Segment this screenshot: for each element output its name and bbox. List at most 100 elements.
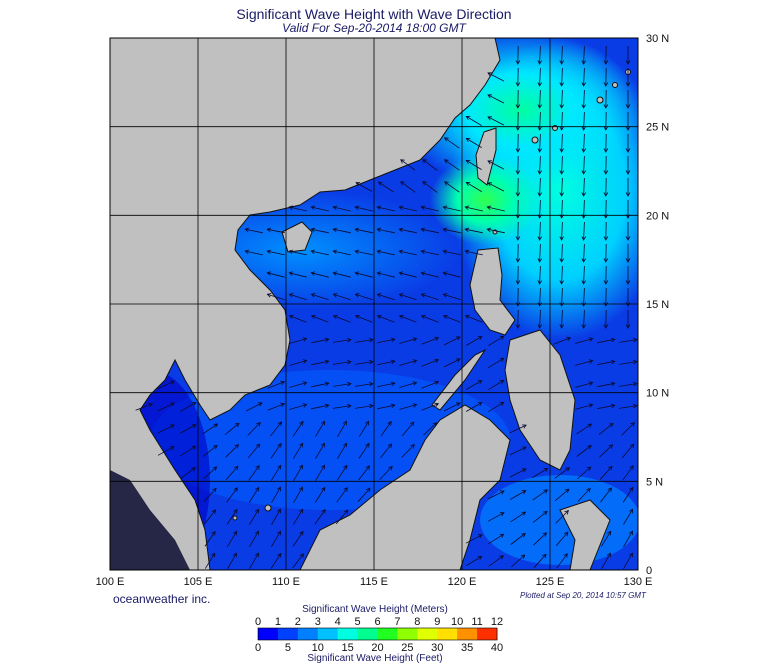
direction-arrow bbox=[537, 67, 543, 87]
direction-arrow bbox=[556, 553, 568, 569]
direction-arrow bbox=[554, 467, 570, 479]
direction-arrow bbox=[559, 199, 564, 219]
direction-arrow bbox=[315, 420, 326, 437]
legend-feet-title: Significant Wave Height (Feet) bbox=[307, 653, 443, 664]
direction-arrow bbox=[581, 243, 587, 263]
direction-arrow bbox=[581, 155, 587, 175]
lon-tick-label: 100 E bbox=[96, 576, 125, 588]
direction-arrow bbox=[135, 402, 154, 411]
direction-arrow bbox=[625, 266, 631, 285]
direction-arrow bbox=[421, 358, 440, 367]
direction-arrow bbox=[310, 314, 329, 323]
island bbox=[531, 136, 539, 144]
direction-arrow bbox=[603, 67, 609, 87]
meters-tick-label: 8 bbox=[414, 616, 420, 628]
direction-arrow bbox=[554, 488, 570, 502]
direction-arrow bbox=[204, 552, 216, 569]
direction-arrow bbox=[603, 265, 609, 285]
direction-arrow bbox=[420, 205, 439, 212]
direction-arrow bbox=[559, 177, 564, 197]
direction-arrow bbox=[625, 310, 631, 329]
direction-arrow bbox=[443, 159, 460, 171]
graticule bbox=[110, 38, 638, 570]
land-sulawesi bbox=[559, 499, 611, 570]
direction-arrow bbox=[603, 133, 609, 153]
lat-tick-label: 15 N bbox=[646, 299, 669, 311]
direction-arrow bbox=[335, 509, 349, 525]
direction-arrow bbox=[443, 358, 461, 368]
direction-arrow bbox=[377, 181, 394, 193]
direction-arrow bbox=[537, 155, 543, 175]
direction-arrow bbox=[376, 205, 395, 212]
direction-arrow bbox=[537, 45, 543, 65]
direction-arrow bbox=[599, 444, 614, 458]
direction-arrow bbox=[515, 45, 521, 65]
lat-tick-label: 10 N bbox=[646, 388, 669, 400]
direction-arrow bbox=[288, 314, 307, 323]
direction-arrow bbox=[248, 486, 260, 503]
island bbox=[596, 96, 604, 104]
direction-arrow bbox=[443, 402, 461, 412]
direction-arrow bbox=[249, 508, 260, 525]
lat-tick-label: 0 bbox=[646, 565, 652, 577]
direction-arrow bbox=[248, 465, 260, 481]
direction-arrow bbox=[537, 133, 543, 153]
direction-arrow bbox=[354, 293, 373, 301]
feet-tick-label: 35 bbox=[461, 642, 473, 654]
direction-arrow bbox=[619, 403, 638, 409]
direction-arrow bbox=[581, 89, 587, 109]
direction-arrow bbox=[292, 508, 304, 525]
direction-arrow bbox=[157, 424, 175, 434]
direction-arrow bbox=[559, 265, 564, 285]
direction-arrow bbox=[465, 115, 482, 126]
direction-arrow bbox=[311, 381, 330, 388]
direction-arrow bbox=[487, 94, 505, 104]
direction-arrow bbox=[625, 244, 631, 263]
colorbar-segment bbox=[477, 628, 498, 640]
direction-arrow bbox=[603, 177, 609, 197]
direction-arrow bbox=[442, 271, 461, 278]
direction-arrow bbox=[266, 293, 285, 301]
colorbar-frame bbox=[257, 627, 498, 641]
land-mainland bbox=[110, 38, 501, 570]
direction-arrow bbox=[357, 487, 371, 502]
direction-arrow bbox=[575, 337, 594, 344]
direction-arrow bbox=[289, 359, 308, 366]
direction-arrow bbox=[559, 287, 564, 307]
direction-arrow bbox=[515, 67, 521, 87]
lon-tick-label: 130 E bbox=[624, 576, 653, 588]
direction-arrow bbox=[442, 293, 461, 301]
direction-arrow bbox=[581, 221, 587, 241]
direction-arrow bbox=[488, 555, 504, 567]
direction-arrow bbox=[204, 509, 217, 525]
direction-arrow bbox=[332, 227, 351, 234]
direction-arrow bbox=[600, 530, 612, 547]
lat-tick-label: 25 N bbox=[646, 122, 669, 134]
credit-text: oceanweather inc. bbox=[113, 592, 211, 606]
direction-arrow bbox=[488, 357, 505, 369]
direction-arrow bbox=[442, 249, 461, 256]
direction-arrow bbox=[515, 155, 521, 175]
direction-arrow bbox=[354, 249, 373, 256]
direction-arrow bbox=[333, 403, 352, 409]
direction-arrow bbox=[581, 265, 587, 285]
direction-arrow bbox=[559, 243, 564, 263]
meters-tick-label: 12 bbox=[491, 616, 503, 628]
direction-arrow bbox=[603, 199, 609, 219]
direction-arrow bbox=[559, 111, 564, 131]
direction-arrow bbox=[621, 421, 636, 436]
direction-arrow bbox=[442, 205, 461, 212]
direction-arrow bbox=[271, 486, 281, 503]
direction-arrow bbox=[515, 133, 521, 153]
colorbar-segment bbox=[357, 628, 378, 640]
direction-arrow bbox=[625, 222, 631, 241]
wave-direction-arrows bbox=[135, 45, 638, 570]
direction-arrow bbox=[559, 89, 564, 109]
feet-tick-label: 0 bbox=[255, 642, 261, 654]
direction-arrow bbox=[511, 554, 526, 568]
direction-arrow bbox=[336, 464, 348, 481]
direction-arrow bbox=[581, 111, 587, 131]
direction-arrow bbox=[515, 309, 521, 329]
direction-arrow bbox=[421, 336, 440, 345]
